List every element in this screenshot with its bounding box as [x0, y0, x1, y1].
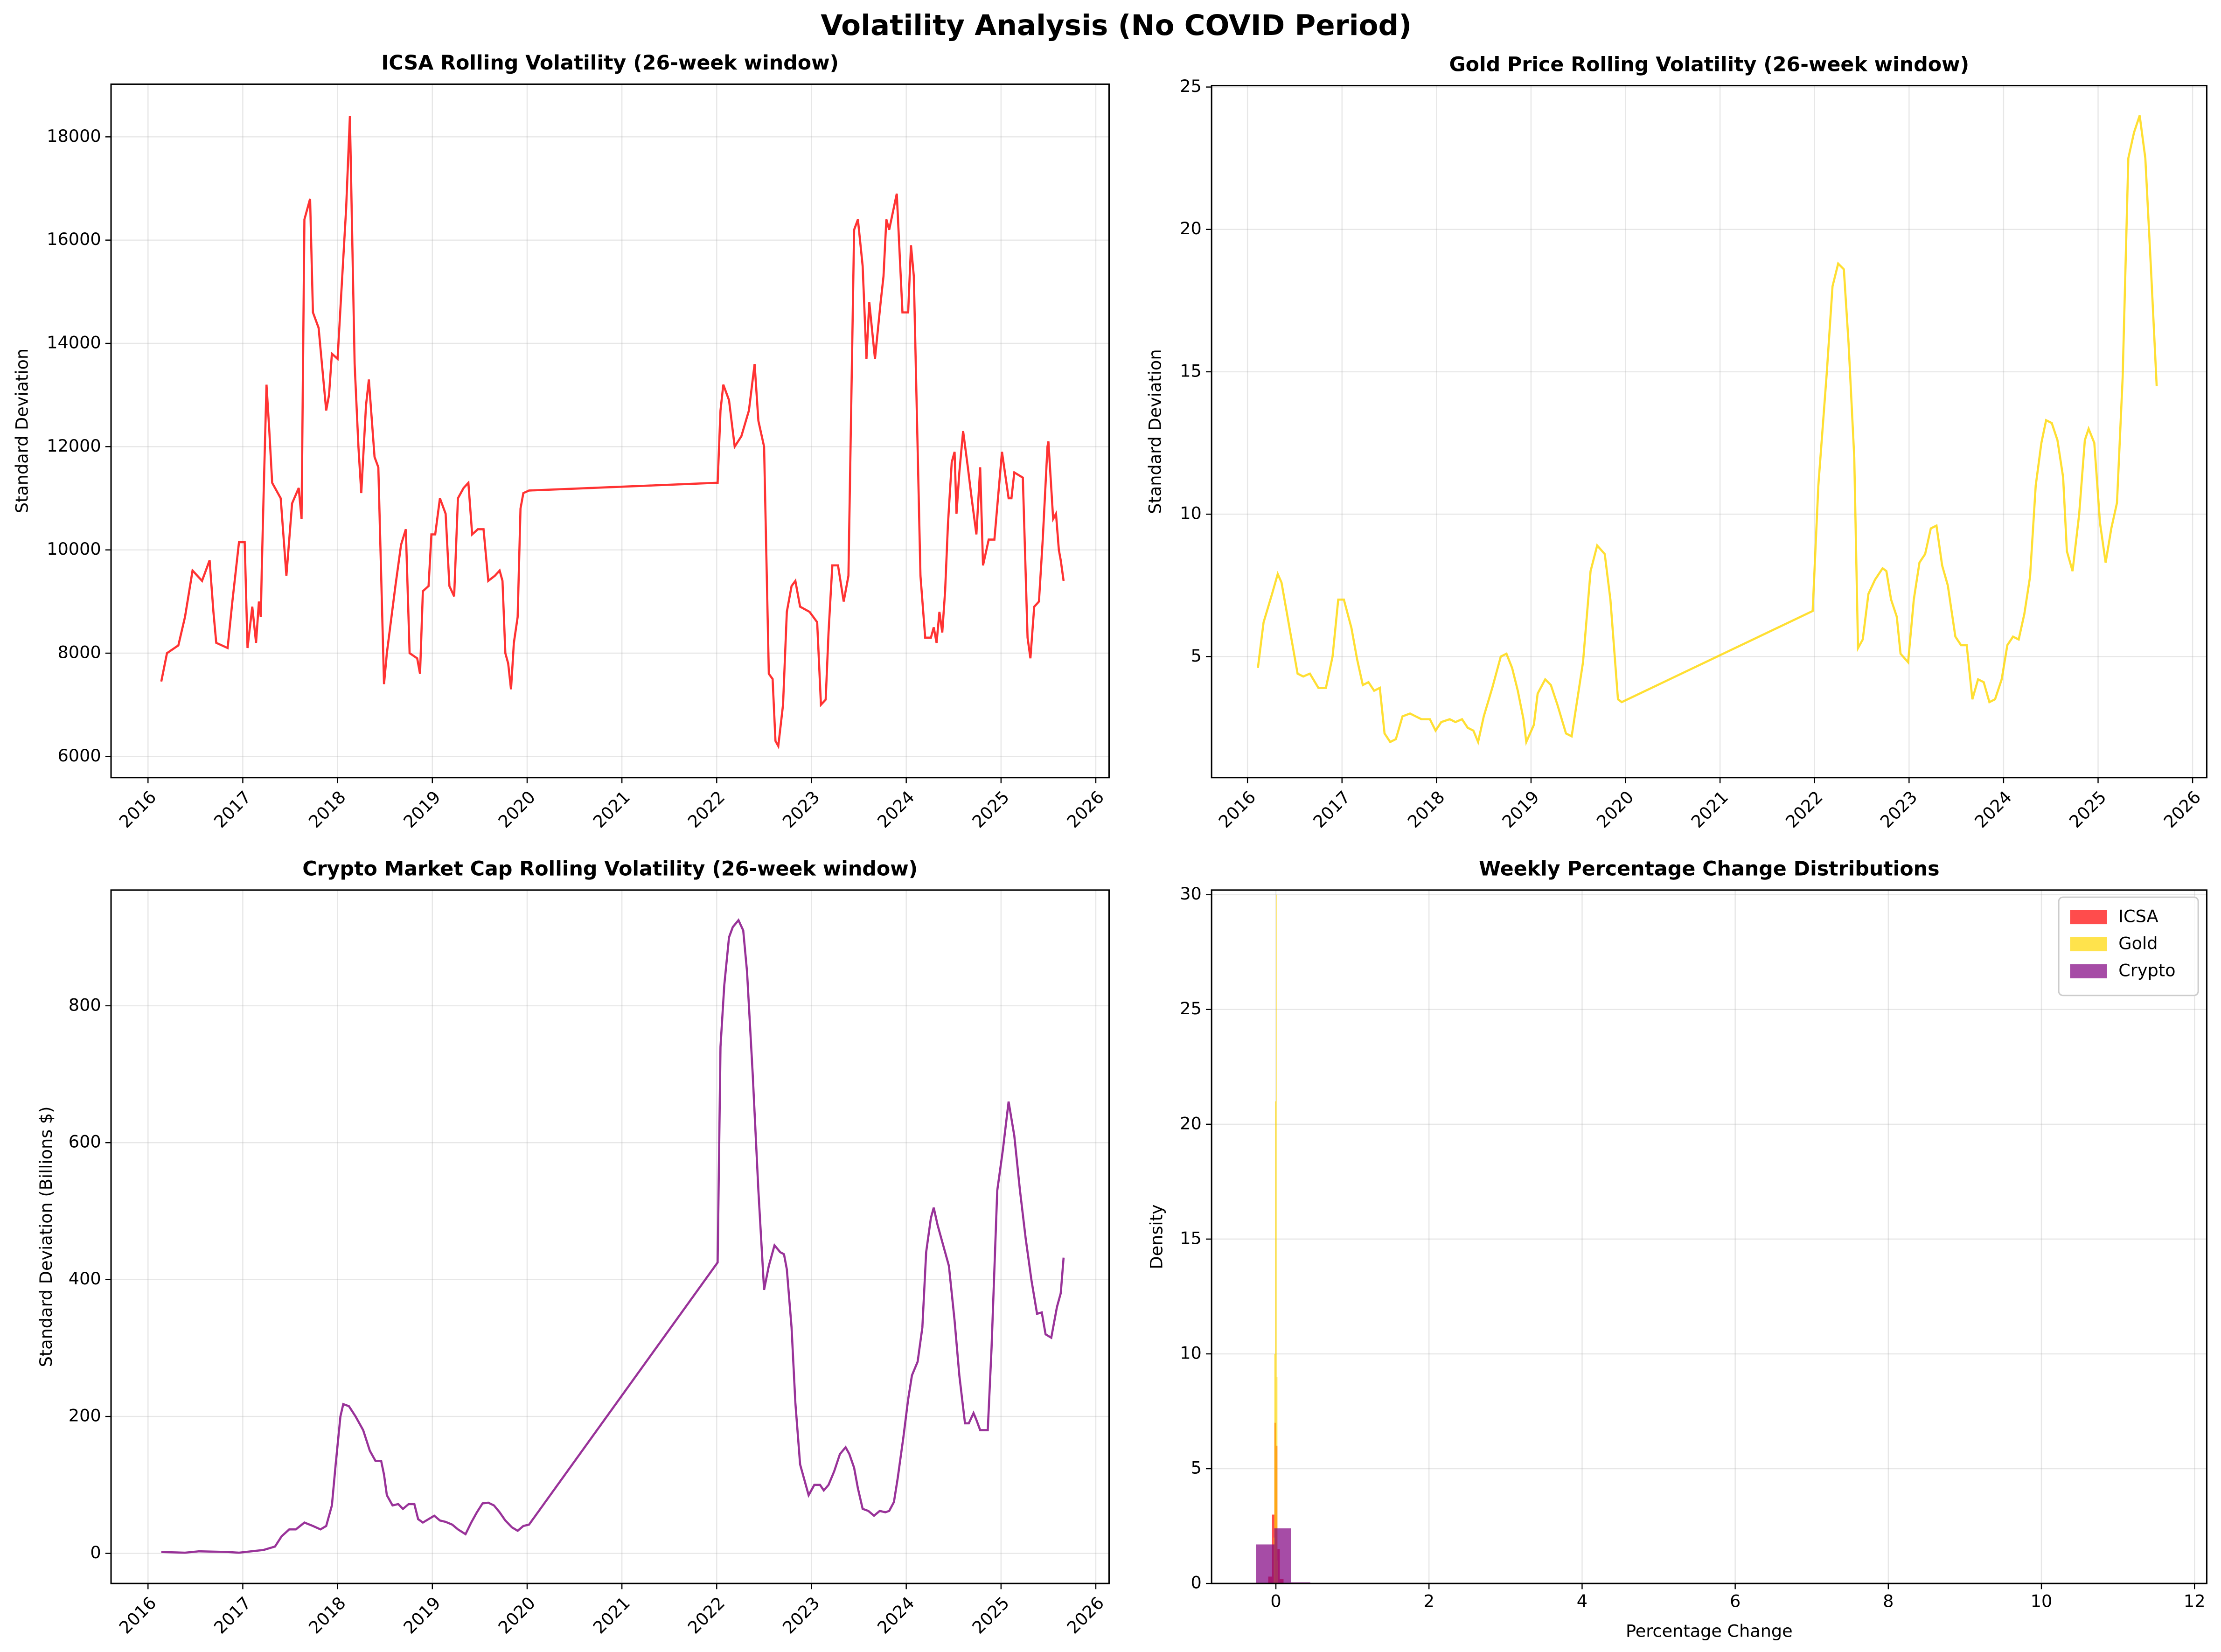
histogram-bar: [1275, 1101, 1276, 1584]
legend-swatch: [2070, 937, 2107, 952]
x-tick-label: 4: [1577, 1591, 1587, 1611]
legend-label: Crypto: [2118, 960, 2175, 980]
y-axis-label: Standard Deviation: [12, 349, 32, 513]
x-tick-label: 0: [1270, 1591, 1281, 1611]
y-tick-label: 16000: [47, 229, 101, 249]
x-tick-label: 8: [1883, 1591, 1894, 1611]
y-tick-label: 0: [1191, 1573, 1202, 1593]
x-tick-label: 6: [1730, 1591, 1741, 1611]
x-tick-label: 2: [1424, 1591, 1434, 1611]
y-tick-label: 20: [1180, 1113, 1202, 1133]
y-tick-label: 20: [1180, 218, 1202, 238]
y-tick-label: 30: [1180, 884, 1202, 904]
chart-title: Crypto Market Cap Rolling Volatility (26…: [302, 857, 918, 881]
y-tick-label: 5: [1191, 1458, 1202, 1478]
y-axis-label: Standard Deviation: [1145, 349, 1165, 514]
y-tick-label: 8000: [58, 642, 101, 662]
x-axis-label: Percentage Change: [1626, 1621, 1793, 1641]
y-tick-label: 15: [1180, 361, 1202, 381]
y-axis-label: Density: [1147, 1204, 1167, 1269]
y-tick-label: 10000: [47, 539, 101, 559]
y-tick-label: 12000: [47, 436, 101, 456]
histogram-bar: [1256, 1544, 1274, 1583]
y-tick-label: 5: [1191, 646, 1202, 666]
y-tick-label: 200: [69, 1406, 101, 1426]
chart-title: Gold Price Rolling Volatility (26-week w…: [1449, 53, 1970, 76]
y-tick-label: 25: [1180, 998, 1202, 1018]
y-axis-label: Standard Deviation (Billions $): [36, 1107, 56, 1367]
x-tick-label: 10: [2031, 1591, 2053, 1611]
y-tick-label: 10: [1180, 503, 1202, 523]
legend-label: Gold: [2118, 933, 2158, 953]
histogram-bar: [1276, 895, 1277, 1583]
y-tick-label: 0: [90, 1542, 101, 1562]
legend-swatch: [2070, 964, 2107, 979]
y-tick-label: 400: [69, 1269, 101, 1289]
y-tick-label: 14000: [47, 333, 101, 353]
x-tick-label: 12: [2184, 1591, 2206, 1611]
legend-swatch: [2070, 910, 2107, 925]
y-tick-label: 25: [1180, 76, 1202, 96]
y-tick-label: 6000: [58, 746, 101, 766]
y-tick-label: 15: [1180, 1228, 1202, 1248]
y-tick-label: 600: [69, 1132, 101, 1152]
y-tick-label: 18000: [47, 126, 101, 146]
y-tick-label: 800: [69, 995, 101, 1015]
chart-title: Weekly Percentage Change Distributions: [1479, 857, 1939, 881]
histogram-bar: [1274, 1528, 1291, 1583]
chart-title: ICSA Rolling Volatility (26-week window): [381, 51, 839, 75]
y-tick-label: 10: [1180, 1343, 1202, 1363]
figure-title: Volatility Analysis (No COVID Period): [821, 9, 1412, 42]
legend-label: ICSA: [2118, 906, 2158, 926]
